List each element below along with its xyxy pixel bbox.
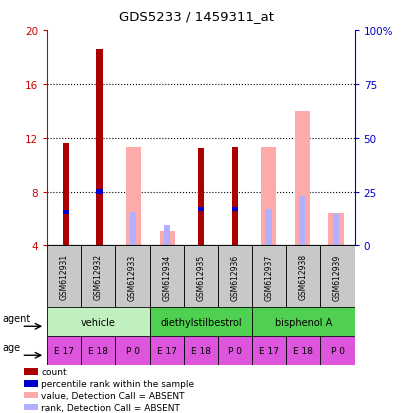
Bar <box>115 246 149 308</box>
Bar <box>159 231 174 246</box>
Bar <box>126 148 141 246</box>
Bar <box>252 337 285 366</box>
Bar <box>130 212 136 246</box>
Bar <box>299 196 305 246</box>
Text: GSM612933: GSM612933 <box>128 254 137 300</box>
Bar <box>294 112 309 246</box>
Text: rank, Detection Call = ABSENT: rank, Detection Call = ABSENT <box>41 403 180 411</box>
Text: GSM612931: GSM612931 <box>60 254 69 300</box>
Bar <box>231 148 237 246</box>
Bar <box>63 144 69 246</box>
Text: E 18: E 18 <box>293 347 312 356</box>
Text: age: age <box>2 343 20 353</box>
Bar <box>24 368 38 375</box>
Bar <box>96 50 102 246</box>
Bar <box>96 190 102 194</box>
Text: P 0: P 0 <box>227 347 241 356</box>
Bar <box>260 148 275 246</box>
Bar <box>81 246 115 308</box>
Bar <box>285 337 320 366</box>
Bar <box>320 337 354 366</box>
Bar <box>47 337 81 366</box>
Bar <box>24 404 38 411</box>
Text: E 17: E 17 <box>156 347 176 356</box>
Text: P 0: P 0 <box>330 347 344 356</box>
Bar <box>218 246 252 308</box>
Bar <box>149 246 183 308</box>
Bar <box>328 214 343 246</box>
Text: GDS5233 / 1459311_at: GDS5233 / 1459311_at <box>119 10 274 23</box>
Bar <box>252 246 285 308</box>
Text: GSM612936: GSM612936 <box>230 254 239 300</box>
Text: percentile rank within the sample: percentile rank within the sample <box>41 379 194 388</box>
Text: diethylstilbestrol: diethylstilbestrol <box>160 317 241 327</box>
Bar <box>164 225 170 246</box>
Text: P 0: P 0 <box>125 347 139 356</box>
Text: GSM612938: GSM612938 <box>298 254 307 300</box>
Bar <box>149 337 183 366</box>
Bar <box>24 380 38 387</box>
Text: GSM612932: GSM612932 <box>94 254 103 300</box>
Bar <box>149 308 252 337</box>
Bar <box>115 337 149 366</box>
Bar <box>265 209 271 246</box>
Text: vehicle: vehicle <box>81 317 116 327</box>
Bar <box>183 337 218 366</box>
Text: agent: agent <box>2 314 30 324</box>
Text: E 17: E 17 <box>54 347 74 356</box>
Bar <box>285 246 320 308</box>
Bar <box>252 308 354 337</box>
Bar <box>320 246 354 308</box>
Bar <box>47 308 149 337</box>
Text: count: count <box>41 367 67 376</box>
Text: GSM612935: GSM612935 <box>196 254 205 300</box>
Text: value, Detection Call = ABSENT: value, Detection Call = ABSENT <box>41 391 184 400</box>
Text: bisphenol A: bisphenol A <box>274 317 331 327</box>
Text: E 18: E 18 <box>191 347 210 356</box>
Text: E 17: E 17 <box>258 347 279 356</box>
Bar <box>218 337 252 366</box>
Bar <box>198 207 203 211</box>
Bar <box>24 392 38 399</box>
Bar <box>332 215 338 246</box>
Bar <box>63 210 69 214</box>
Text: GSM612934: GSM612934 <box>162 254 171 300</box>
Text: GSM612937: GSM612937 <box>264 254 273 300</box>
Bar <box>231 207 237 211</box>
Bar <box>47 246 81 308</box>
Text: GSM612939: GSM612939 <box>332 254 341 300</box>
Bar <box>81 337 115 366</box>
Bar <box>183 246 218 308</box>
Bar <box>198 149 203 246</box>
Text: E 18: E 18 <box>88 347 108 356</box>
